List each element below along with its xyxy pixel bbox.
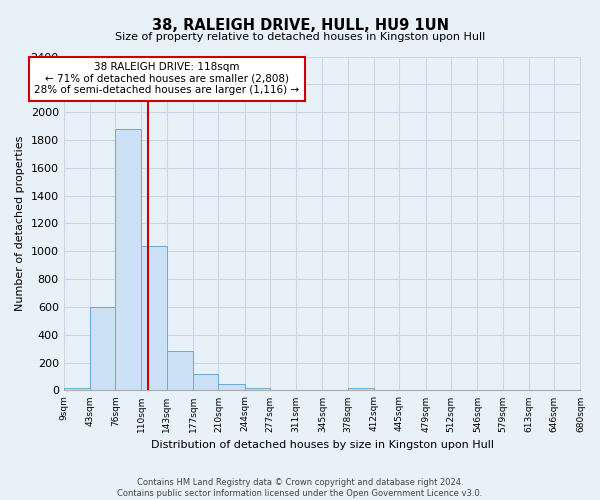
Bar (348, 388, 374, 390)
Bar (64, 388, 90, 390)
Bar (115, 129, 142, 390)
Text: 38 RALEIGH DRIVE: 118sqm
← 71% of detached houses are smaller (2,808)
28% of sem: 38 RALEIGH DRIVE: 118sqm ← 71% of detach… (34, 62, 299, 96)
Bar (167, 352, 193, 391)
Text: Contains HM Land Registry data © Crown copyright and database right 2024.
Contai: Contains HM Land Registry data © Crown c… (118, 478, 482, 498)
Text: 38, RALEIGH DRIVE, HULL, HU9 1UN: 38, RALEIGH DRIVE, HULL, HU9 1UN (151, 18, 449, 32)
Bar (142, 246, 167, 390)
X-axis label: Distribution of detached houses by size in Kingston upon Hull: Distribution of detached houses by size … (151, 440, 494, 450)
Y-axis label: Number of detached properties: Number of detached properties (15, 136, 25, 311)
Text: Size of property relative to detached houses in Kingston upon Hull: Size of property relative to detached ho… (115, 32, 485, 42)
Bar (193, 374, 218, 390)
Bar (90, 307, 115, 390)
Bar (245, 388, 270, 390)
Bar (218, 384, 245, 390)
